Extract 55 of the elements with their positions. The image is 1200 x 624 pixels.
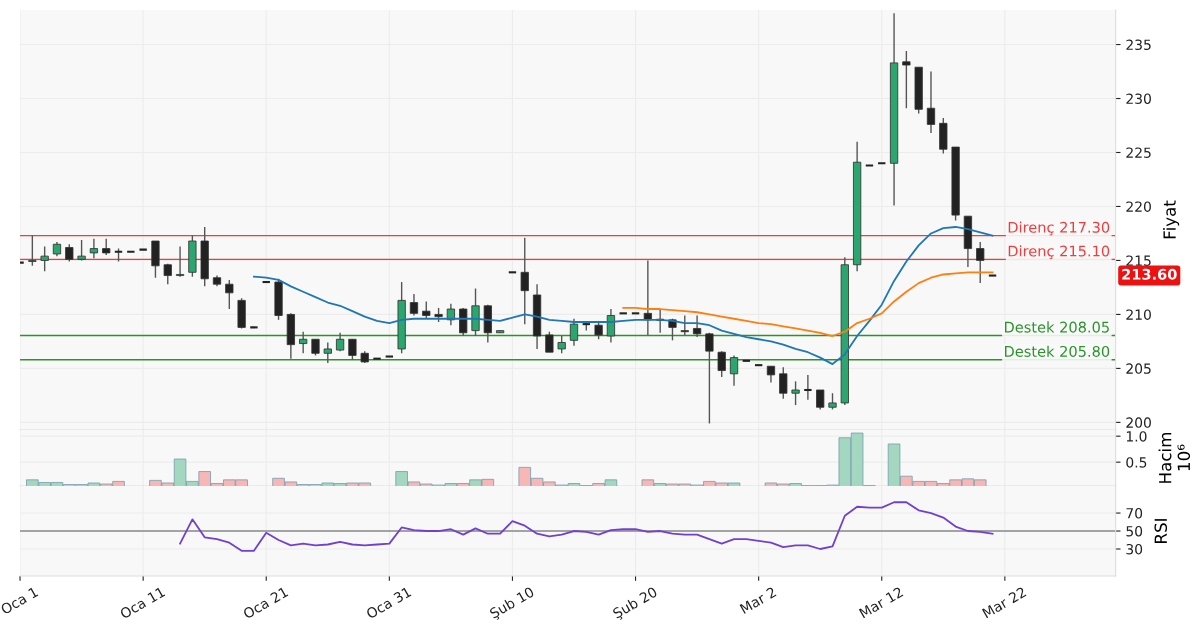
candlestick bbox=[89, 238, 99, 259]
candlestick bbox=[28, 234, 37, 267]
candlestick bbox=[779, 366, 788, 400]
candlestick bbox=[791, 380, 800, 406]
y-tick-label: 235 bbox=[1126, 39, 1151, 50]
candlestick bbox=[705, 332, 714, 425]
y-tick-label: 215 bbox=[1126, 255, 1151, 266]
candlestick bbox=[902, 50, 911, 109]
y-tick-label: 1.0 bbox=[1126, 431, 1147, 442]
y-tick-label: 230 bbox=[1126, 93, 1151, 104]
candlestick bbox=[816, 389, 825, 411]
candlestick bbox=[225, 279, 234, 310]
x-tick-label: Oca 11 bbox=[119, 586, 166, 620]
y-tick-label: 205 bbox=[1126, 363, 1151, 374]
candlestick bbox=[323, 341, 332, 364]
x-tick-label: Oca 31 bbox=[365, 586, 412, 620]
text: 213.60 bbox=[1122, 268, 1177, 280]
candlestick bbox=[680, 314, 689, 336]
candlestick bbox=[803, 374, 813, 401]
candlestick bbox=[606, 308, 616, 344]
y-tick-label: 0.5 bbox=[1126, 457, 1147, 468]
x-tick-label: Oca 1 bbox=[0, 586, 39, 615]
candlestick bbox=[729, 354, 739, 387]
ref-line-label: Destek 208.05 bbox=[1005, 321, 1109, 333]
x-tick-label: Mar 22 bbox=[981, 586, 1027, 619]
y-tick-label: 200 bbox=[1126, 417, 1151, 428]
y-axis-title: RSI bbox=[1154, 519, 1168, 543]
candlestick bbox=[545, 331, 554, 353]
candlestick bbox=[717, 350, 726, 378]
candlestick bbox=[692, 314, 702, 338]
x-tick-label: Şub 20 bbox=[611, 586, 660, 621]
candlestick bbox=[299, 331, 308, 354]
y-axis-title: Hacim 10⁶ bbox=[1158, 433, 1191, 483]
ref-line-label: Destek 205.80 bbox=[1005, 345, 1110, 357]
candlestick bbox=[926, 70, 936, 134]
ref-line-label: Direnç 215.10 bbox=[1008, 245, 1110, 260]
x-tick-label: Şub 10 bbox=[488, 586, 536, 621]
y-tick-label: 30 bbox=[1126, 543, 1143, 555]
candlestick bbox=[569, 318, 579, 347]
x-tick-label: Mar 12 bbox=[858, 586, 904, 619]
x-tick-label: Oca 21 bbox=[242, 586, 289, 620]
y-tick-label: 210 bbox=[1126, 309, 1151, 320]
candlestick bbox=[40, 245, 49, 272]
y-tick-label: 70 bbox=[1126, 508, 1143, 519]
ref-line-label: Direnç 217.30 bbox=[1008, 221, 1110, 236]
candlestick bbox=[348, 338, 357, 361]
x-tick-label: Mar 2 bbox=[739, 586, 777, 615]
candlestick bbox=[520, 237, 529, 325]
y-axis-title: Fiyat bbox=[1162, 200, 1180, 239]
candlestick bbox=[976, 241, 985, 284]
y-tick-label: 50 bbox=[1126, 525, 1143, 537]
candlestick bbox=[409, 293, 419, 317]
y-tick-label: 225 bbox=[1126, 147, 1151, 158]
candlestick bbox=[175, 245, 185, 278]
y-tick-label: 220 bbox=[1126, 201, 1151, 212]
